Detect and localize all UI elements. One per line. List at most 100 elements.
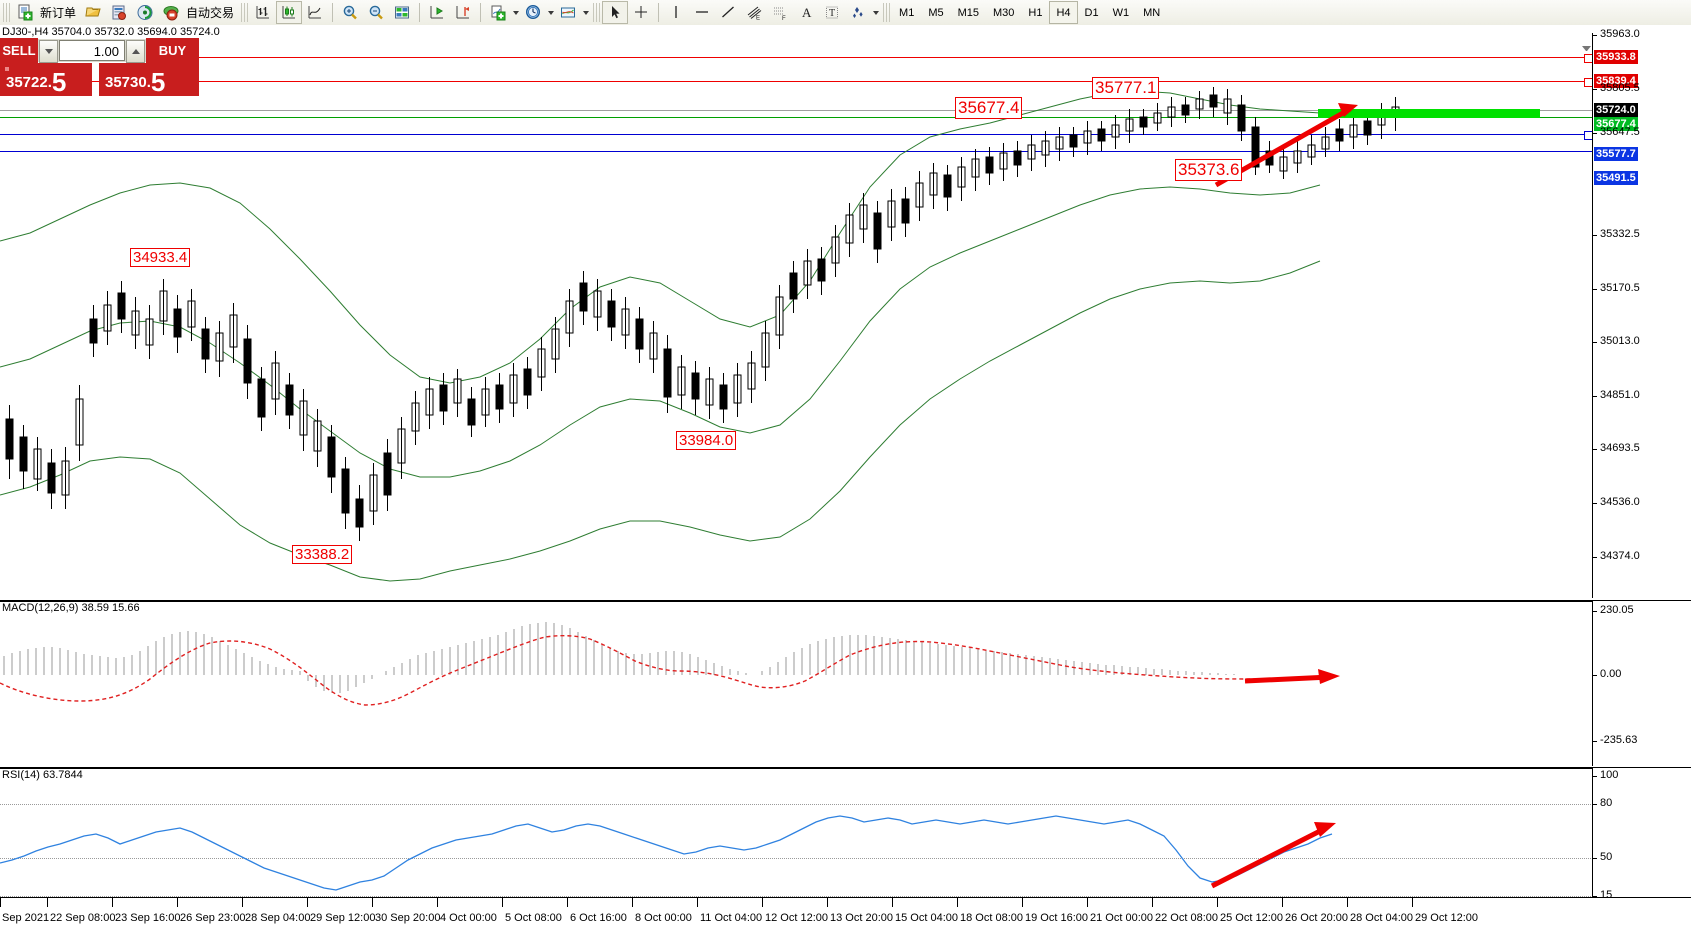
trend-arrow-main[interactable] bbox=[0, 33, 1593, 598]
timeframe-d1[interactable]: D1 bbox=[1084, 6, 1099, 19]
price-tag-35677[interactable]: 35677.4 bbox=[1594, 117, 1638, 131]
rsi-tick-label: 100 bbox=[1600, 769, 1619, 781]
timeframe-h4[interactable]: H4 bbox=[1049, 1, 1078, 24]
price-tick-label: 34693.5 bbox=[1600, 442, 1640, 454]
volume-input[interactable]: 1.00 bbox=[59, 40, 125, 61]
buy-price-main: 35730 bbox=[105, 74, 147, 91]
indicators-icon[interactable] bbox=[485, 2, 511, 23]
chart-grid-icon[interactable] bbox=[389, 2, 415, 23]
time-axis[interactable]: Sep 2021 22 Sep 08:00 23 Sep 16:00 26 Se… bbox=[0, 897, 1691, 941]
annotation-35677[interactable]: 35677.4 bbox=[955, 97, 1023, 119]
price-axis[interactable]: 35963.0 35933.8 35839.4 35805.5 35724.0 … bbox=[1592, 28, 1691, 598]
buy-price-dot: . bbox=[146, 74, 151, 91]
sell-price-display[interactable]: 35722 . 5 bbox=[0, 63, 92, 96]
annotation-35373[interactable]: 35373.6 bbox=[1175, 159, 1243, 181]
annotation-34933[interactable]: 34933.4 bbox=[130, 248, 191, 267]
price-pane[interactable]: 34933.4 33388.2 33984.0 35677.4 35777.1 … bbox=[0, 28, 1691, 598]
line-chart-icon[interactable] bbox=[302, 2, 328, 23]
trendline-icon[interactable] bbox=[715, 2, 741, 23]
chart-area[interactable]: DJ30-,H4 35704.0 35732.0 35694.0 35724.0 bbox=[0, 25, 1691, 940]
price-tag-35933[interactable]: 35933.8 bbox=[1594, 50, 1638, 64]
annotation-33388[interactable]: 33388.2 bbox=[292, 545, 353, 564]
svg-text:T: T bbox=[829, 8, 835, 19]
indicators-dropdown-arrow[interactable] bbox=[511, 2, 520, 23]
level-line-35491[interactable] bbox=[0, 151, 1593, 152]
timeframe-m15[interactable]: M15 bbox=[957, 6, 979, 19]
price-tag-35491[interactable]: 35491.5 bbox=[1594, 171, 1638, 185]
macd-plot[interactable] bbox=[0, 601, 1593, 766]
fibonacci-icon[interactable]: F bbox=[767, 2, 793, 23]
auto-trading-label[interactable]: 自动交易 bbox=[186, 6, 235, 20]
timeframe-m1[interactable]: M1 bbox=[899, 6, 915, 19]
timeframe-h1[interactable]: H1 bbox=[1028, 6, 1043, 19]
sell-price-fraction: 5 bbox=[51, 67, 67, 97]
toolbar-grip[interactable] bbox=[3, 3, 10, 22]
auto-scroll-icon[interactable] bbox=[450, 2, 476, 23]
zoom-in-icon[interactable] bbox=[337, 2, 363, 23]
svg-text:F: F bbox=[782, 16, 786, 21]
time-tick-label: 19 Oct 16:00 bbox=[1025, 912, 1088, 924]
time-tick-label: 18 Oct 08:00 bbox=[960, 912, 1023, 924]
price-tick-label: 35013.0 bbox=[1600, 335, 1640, 347]
macd-label: MACD(12,26,9) 38.59 15.66 bbox=[2, 602, 140, 614]
templates-icon[interactable] bbox=[555, 2, 581, 23]
time-tick-label: 12 Oct 12:00 bbox=[765, 912, 828, 924]
vertical-line-icon[interactable] bbox=[663, 2, 689, 23]
rsi-series-svg bbox=[0, 815, 1336, 891]
navigator-icon[interactable] bbox=[132, 2, 158, 23]
horizontal-line-icon[interactable] bbox=[689, 2, 715, 23]
new-order-label[interactable]: 新订单 bbox=[40, 6, 77, 20]
auto-trading-icon[interactable] bbox=[158, 2, 184, 23]
objects-icon[interactable] bbox=[845, 2, 871, 23]
macd-axis[interactable]: 230.05 0.00 -235.63 bbox=[1592, 601, 1691, 766]
time-tick-label: 28 Oct 04:00 bbox=[1350, 912, 1413, 924]
level-line-35577[interactable] bbox=[0, 134, 1593, 135]
crosshair-icon[interactable] bbox=[628, 2, 654, 23]
text-label-icon[interactable]: T bbox=[819, 2, 845, 23]
candlestick-chart-icon[interactable] bbox=[276, 1, 303, 24]
toolbar-separator-4 bbox=[658, 3, 660, 22]
toolbar-grip-4[interactable] bbox=[883, 3, 891, 22]
level-line-35839[interactable] bbox=[0, 81, 1593, 82]
chart-scroll-indicator[interactable] bbox=[1582, 46, 1591, 52]
timeframe-mn[interactable]: MN bbox=[1143, 6, 1161, 19]
period-icon[interactable] bbox=[520, 2, 546, 23]
timeframe-m5[interactable]: M5 bbox=[928, 6, 944, 19]
rsi-plot[interactable] bbox=[0, 768, 1593, 923]
buy-button[interactable]: BUY bbox=[146, 38, 199, 63]
cursor-icon[interactable] bbox=[602, 1, 629, 24]
annotation-33984[interactable]: 33984.0 bbox=[676, 431, 737, 450]
volume-control[interactable]: 1.00 bbox=[38, 39, 146, 63]
level-line-35933[interactable] bbox=[0, 57, 1593, 58]
timeframe-m30[interactable]: M30 bbox=[993, 6, 1015, 19]
chart-shift-icon[interactable] bbox=[424, 2, 450, 23]
market-watch-icon[interactable] bbox=[106, 2, 132, 23]
templates-dropdown-arrow[interactable] bbox=[581, 2, 590, 23]
volume-decrease-button[interactable] bbox=[39, 40, 58, 63]
one-click-prices-row: 35722 . 5 35730 . 5 bbox=[0, 63, 199, 96]
folder-icon[interactable] bbox=[80, 2, 106, 23]
price-tag-35839[interactable]: 35839.4 bbox=[1594, 74, 1638, 88]
new-order-icon[interactable] bbox=[12, 2, 38, 23]
objects-dropdown-arrow[interactable] bbox=[871, 2, 880, 23]
price-tag-35577[interactable]: 35577.7 bbox=[1594, 147, 1638, 161]
equidistant-channel-icon[interactable]: E bbox=[741, 2, 767, 23]
volume-increase-button[interactable] bbox=[126, 40, 145, 63]
sell-button[interactable]: SELL bbox=[0, 38, 38, 63]
macd-pane[interactable]: MACD(12,26,9) 38.59 15.66 bbox=[0, 600, 1691, 766]
price-tag-current[interactable]: 35724.0 bbox=[1594, 103, 1638, 117]
price-plot[interactable]: 34933.4 33388.2 33984.0 35677.4 35777.1 … bbox=[0, 33, 1593, 598]
annotation-35777[interactable]: 35777.1 bbox=[1092, 77, 1160, 99]
toolbar-grip-3[interactable] bbox=[593, 3, 601, 22]
timeframe-w1[interactable]: W1 bbox=[1112, 6, 1130, 19]
one-click-trading-panel[interactable]: SELL 1.00 BUY 35722 . 5 35730 . 5 bbox=[0, 38, 199, 96]
level-line-35677[interactable] bbox=[0, 117, 1593, 118]
text-icon[interactable]: A bbox=[793, 2, 819, 23]
bar-chart-icon[interactable] bbox=[250, 2, 276, 23]
period-dropdown-arrow[interactable] bbox=[546, 2, 555, 23]
time-tick-label: 25 Oct 12:00 bbox=[1220, 912, 1283, 924]
zoom-out-icon[interactable] bbox=[363, 2, 389, 23]
green-highlight-bar[interactable] bbox=[1318, 109, 1540, 118]
buy-price-display[interactable]: 35730 . 5 bbox=[99, 63, 199, 96]
toolbar-grip-2[interactable] bbox=[241, 3, 249, 22]
